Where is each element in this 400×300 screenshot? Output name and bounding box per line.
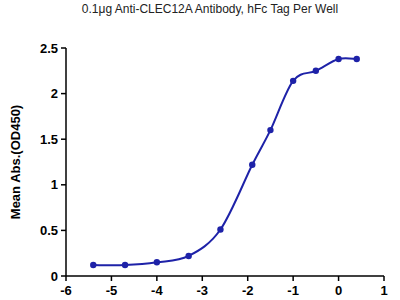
x-tick <box>202 276 204 281</box>
x-tick <box>111 276 113 281</box>
chart: 0.1μg Anti-CLEC12A Antibody, hFc Tag Per… <box>0 0 400 300</box>
y-tick-label: 0.5 <box>40 223 58 238</box>
data-point <box>154 259 160 265</box>
x-tick <box>156 276 158 281</box>
data-point <box>335 56 341 62</box>
y-axis-label: Mean Abs.(OD450) <box>8 105 23 219</box>
y-tick <box>61 230 66 232</box>
data-point <box>249 162 255 168</box>
x-tick-label: 0 <box>335 283 342 298</box>
x-tick-label: -2 <box>242 283 254 298</box>
x-tick <box>65 276 67 281</box>
data-point <box>217 226 223 232</box>
y-axis <box>65 48 67 276</box>
x-tick <box>338 276 340 281</box>
series-line <box>93 58 356 265</box>
data-point <box>90 262 96 268</box>
data-point <box>185 253 191 259</box>
x-tick-label: 1 <box>380 283 387 298</box>
y-tick <box>61 138 66 140</box>
y-tick <box>61 184 66 186</box>
data-point <box>122 262 128 268</box>
y-tick-label: 2.5 <box>40 41 58 56</box>
y-tick-label: 2 <box>51 86 58 101</box>
y-tick-label: 0 <box>51 269 58 284</box>
plot-area <box>90 56 360 269</box>
x-tick-label: -5 <box>106 283 118 298</box>
data-point <box>290 78 296 84</box>
x-axis <box>66 275 384 277</box>
x-tick-label: -4 <box>151 283 163 298</box>
x-tick-label: -1 <box>287 283 299 298</box>
x-tick <box>292 276 294 281</box>
x-tick-label: -3 <box>197 283 209 298</box>
y-tick-label: 1 <box>51 177 58 192</box>
data-point <box>267 127 273 133</box>
y-tick <box>61 93 66 95</box>
title: 0.1μg Anti-CLEC12A Antibody, hFc Tag Per… <box>82 2 338 16</box>
y-tick <box>61 47 66 49</box>
data-point <box>313 68 319 74</box>
x-tick <box>383 276 385 281</box>
data-point <box>354 56 360 62</box>
x-tick <box>247 276 249 281</box>
x-tick-label: -6 <box>60 283 72 298</box>
y-tick-label: 1.5 <box>40 132 58 147</box>
